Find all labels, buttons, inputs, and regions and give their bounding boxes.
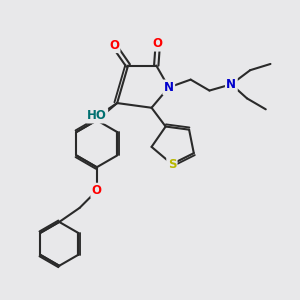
Text: O: O: [153, 37, 163, 50]
Text: O: O: [92, 184, 102, 197]
Text: N: N: [164, 81, 174, 94]
Text: HO: HO: [87, 109, 107, 122]
Text: N: N: [226, 78, 236, 91]
Text: O: O: [109, 39, 119, 52]
Text: S: S: [168, 158, 176, 171]
